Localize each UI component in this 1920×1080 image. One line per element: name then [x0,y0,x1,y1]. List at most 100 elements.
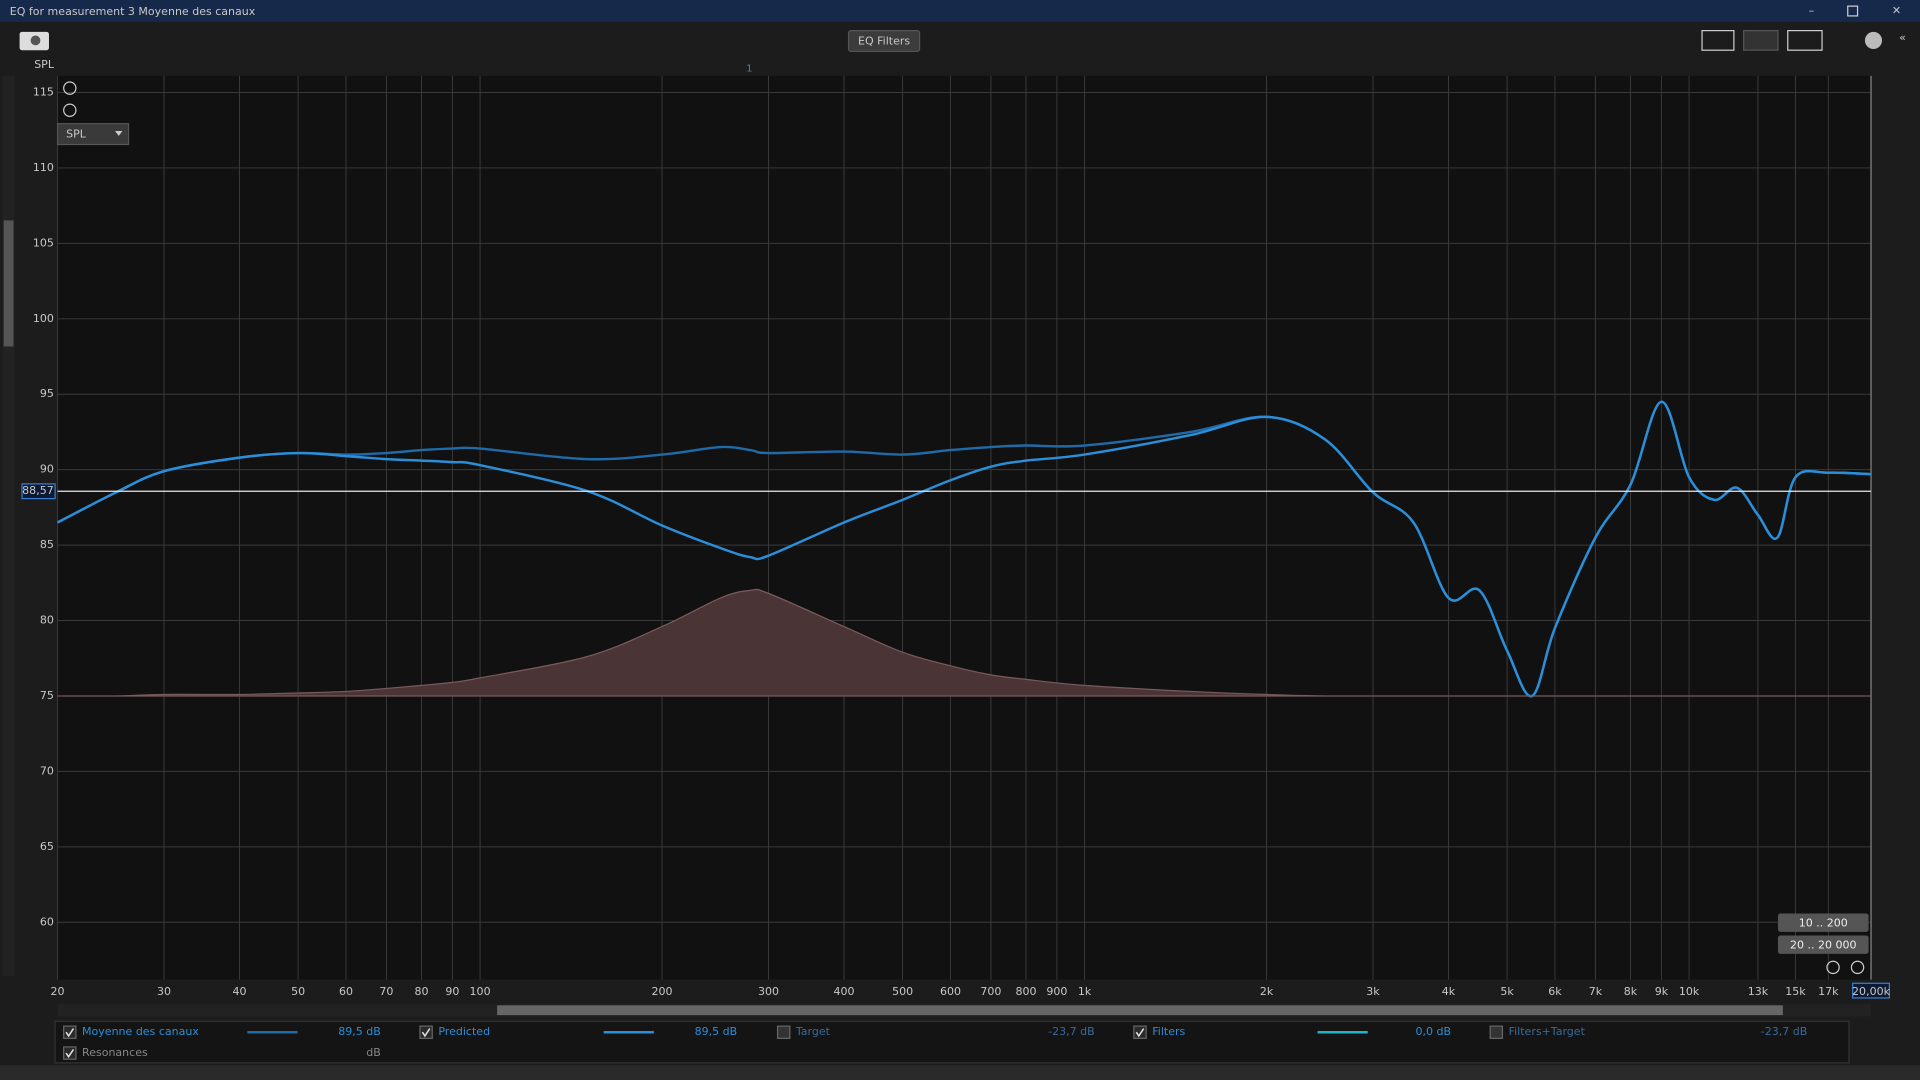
marker-label: 1 [746,64,752,75]
legend-readout: -23,7 dB [1048,1025,1095,1038]
x-tick-label: 40 [233,985,247,998]
legend-name[interactable]: Filters+Target [1509,1025,1586,1038]
checkmark [1135,1028,1145,1038]
y-tick-label: 75 [40,689,54,702]
x-tick-label: 2k [1260,985,1274,998]
x-tick-label: 3k [1366,985,1380,998]
x-zoom-out[interactable] [1826,960,1840,975]
x-tick-label: 900 [1046,985,1067,998]
checkbox[interactable] [63,1025,77,1039]
restore[interactable] [1847,5,1859,17]
x-tick-label: 200 [652,985,673,998]
filter-area [57,588,1872,697]
y-tick-label: 115 [33,86,54,99]
zoom-in[interactable] [63,81,77,95]
x-tick-label: 70 [379,985,393,998]
x-tick-label: 60 [339,985,353,998]
x-tick-label: 5k [1500,985,1514,998]
checkbox[interactable] [1133,1025,1147,1039]
x-tick-label: 17k [1818,985,1839,998]
x-tick-label: 8k [1624,985,1638,998]
x-tick-label: 13k [1748,985,1769,998]
checkmark [65,1048,75,1059]
status-bar [0,1065,1920,1080]
y-tick-label: 65 [40,840,54,853]
x-scroll-thumb[interactable] [497,1005,1783,1016]
camera-lens [30,35,41,46]
x-tick-label: 300 [758,985,779,998]
legend-readout: 89,5 dB [338,1025,381,1038]
x-tick-label: 80 [414,985,428,998]
x-tick-label: 800 [1015,985,1036,998]
x-zoom-in[interactable] [1850,960,1865,975]
legend-panel [54,1020,1850,1064]
x-tick-label: 9k [1655,985,1669,998]
range-button[interactable] [1777,913,1869,932]
y-scroll-thumb[interactable] [3,220,14,347]
x-tick-label: 20 [51,985,65,998]
reference-label: 88,57 [22,484,54,497]
legend-readout: 0,0 dB [1415,1025,1451,1038]
x-tick-label: 90 [445,985,459,998]
spl-dropdown[interactable] [56,123,130,146]
range-button-label: 20 .. 20 000 [1790,938,1857,951]
checkbox[interactable] [63,1046,77,1060]
checkbox[interactable] [776,1025,791,1039]
settings-button[interactable] [1864,31,1883,49]
x-cursor-box [1852,982,1890,999]
range-button-label: 10 .. 200 [1799,916,1848,929]
x-tick-label: 50 [291,985,305,998]
layout-button[interactable] [1701,30,1735,51]
y-tick-label: 80 [40,614,54,627]
x-tick-label: 10k [1679,985,1700,998]
x-tick-label: 15k [1785,985,1806,998]
checkbox[interactable] [419,1025,433,1039]
response-line [56,400,1872,698]
x-tick-label: 600 [940,985,961,998]
spl-dropdown-label: SPL [66,128,87,141]
x-tick-label: 100 [470,985,491,998]
legend-readout: 89,5 dB [695,1025,738,1038]
x-tick-label: 4k [1442,985,1456,998]
legend-name[interactable]: Predicted [438,1025,490,1038]
minimize[interactable]: – [1809,4,1815,17]
window-title: EQ for measurement 3 Moyenne des canaux [10,5,256,18]
eq-filters-button[interactable] [847,30,921,53]
legend-name[interactable]: Target [795,1025,831,1038]
legend-name[interactable]: Moyenne des canaux [82,1025,199,1038]
y-axis-label: SPL [34,58,55,71]
y-scrollbar[interactable] [2,75,15,976]
eq-filters-label: EQ Filters [858,35,910,48]
dropdown-arrow [115,131,123,136]
legend-readout: -23,7 dB [1761,1025,1808,1038]
legend-name[interactable]: Resonances [82,1046,148,1059]
y-tick-label: 70 [40,764,54,777]
y-tick-label: 85 [40,538,54,551]
x-tick-label: 7k [1589,985,1603,998]
close[interactable]: ✕ [1892,4,1901,17]
y-tick-label: 110 [33,161,54,174]
y-tick-label: 90 [40,463,54,476]
legend-name[interactable]: Filters [1152,1025,1185,1038]
y-tick-label: 95 [40,387,54,400]
y-tick-label: 60 [40,915,54,928]
legend-readout: dB [366,1046,381,1059]
y-tick-label: 100 [33,312,54,325]
collapse-button[interactable]: « [1899,31,1906,44]
zoom-out[interactable] [63,103,77,117]
x-tick-label: 1k [1078,985,1092,998]
reference-label-box [21,483,56,500]
x-tick-label: 30 [157,985,171,998]
plot-area [57,75,1872,980]
columns-button[interactable] [1743,30,1779,51]
checkmark [421,1028,431,1038]
fit-button[interactable] [1787,30,1823,51]
checkmark [65,1028,75,1038]
x-tick-label: 700 [980,985,1001,998]
range-button[interactable] [1777,935,1869,954]
x-tick-label: 500 [892,985,913,998]
checkbox[interactable] [1489,1025,1504,1039]
x-tick-label: 400 [833,985,854,998]
